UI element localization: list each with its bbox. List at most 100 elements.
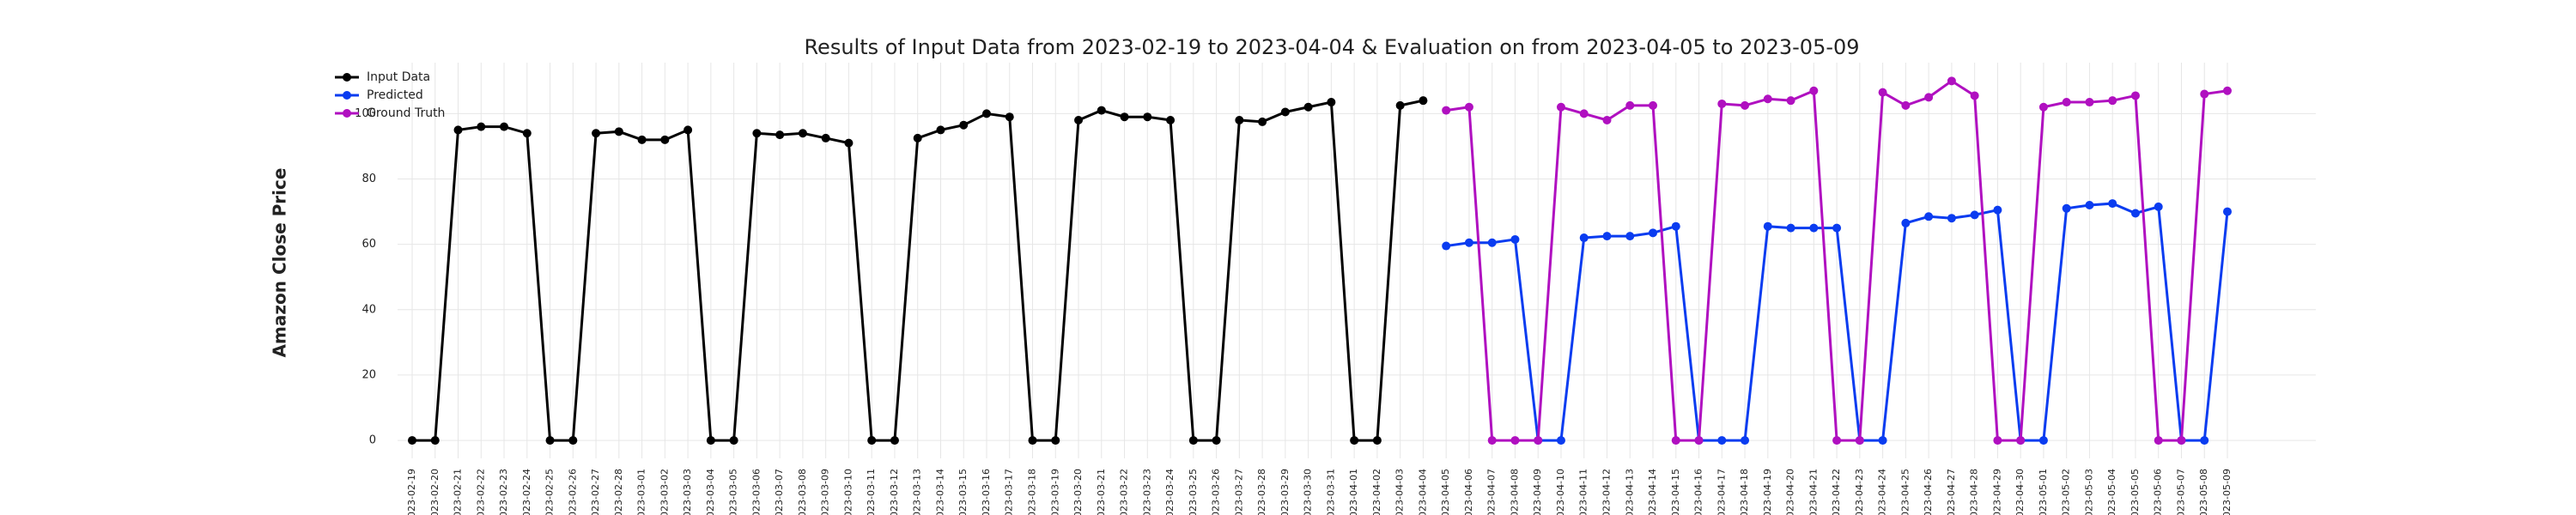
x-tick-label: 2023-02-26 xyxy=(567,469,578,515)
data-point xyxy=(1602,115,1612,124)
data-point xyxy=(1372,436,1382,445)
data-point xyxy=(1625,100,1635,110)
data-point xyxy=(706,436,715,445)
x-tick-label: 2023-03-13 xyxy=(912,469,923,515)
data-point xyxy=(2108,199,2117,209)
data-point xyxy=(1809,223,1819,233)
data-point xyxy=(1051,436,1060,445)
legend-marker xyxy=(343,91,351,100)
x-tick-label: 2023-03-12 xyxy=(889,469,900,515)
x-tick-label: 2023-03-08 xyxy=(797,469,808,515)
data-point xyxy=(1579,109,1589,118)
data-point xyxy=(2200,436,2209,445)
data-point xyxy=(683,125,693,135)
data-point xyxy=(1649,228,1658,238)
x-tick-label: 2023-03-09 xyxy=(820,469,831,515)
data-point xyxy=(1924,212,1934,221)
data-point xyxy=(1832,436,1842,445)
x-tick-label: 2023-04-21 xyxy=(1807,469,1819,515)
data-point xyxy=(2016,436,2026,445)
x-tick-label: 2023-03-21 xyxy=(1096,469,1107,515)
x-tick-label: 2023-04-11 xyxy=(1578,469,1589,515)
data-point xyxy=(913,133,922,142)
data-point xyxy=(408,436,416,445)
x-tick-label: 2023-04-25 xyxy=(1899,469,1911,515)
y-tick-label: 60 xyxy=(361,238,376,251)
x-tick-label: 2023-03-10 xyxy=(842,469,854,515)
data-point xyxy=(2154,436,2163,445)
x-tick-label: 2023-03-29 xyxy=(1279,469,1291,515)
data-point xyxy=(1097,106,1106,115)
x-tick-label: 2023-03-04 xyxy=(705,469,716,515)
data-point xyxy=(430,436,440,445)
data-point xyxy=(1419,96,1428,106)
data-point xyxy=(1878,436,1887,445)
legend-label: Predicted xyxy=(367,88,423,102)
x-tick-label: 2023-04-03 xyxy=(1394,469,1406,515)
data-point xyxy=(637,135,647,144)
data-point xyxy=(959,120,969,130)
x-tick-label: 2023-04-12 xyxy=(1601,469,1612,515)
x-tick-label: 2023-04-30 xyxy=(2014,469,2026,515)
data-point xyxy=(1786,96,1795,106)
data-point xyxy=(775,130,785,140)
x-tick-label: 2023-03-28 xyxy=(1256,469,1267,515)
y-tick-label: 0 xyxy=(369,434,376,447)
data-point xyxy=(1786,223,1795,233)
data-point xyxy=(568,436,578,445)
data-point xyxy=(2062,203,2071,213)
data-point xyxy=(1741,100,1750,110)
x-tick-label: 2023-04-18 xyxy=(1739,469,1750,515)
data-point xyxy=(1694,436,1704,445)
data-point xyxy=(660,135,670,144)
data-point xyxy=(1579,233,1589,243)
data-point xyxy=(844,138,854,148)
legend-label: Ground Truth xyxy=(367,106,445,120)
data-point xyxy=(1395,100,1405,110)
x-tick-label: 2023-04-24 xyxy=(1877,469,1888,515)
x-tick-label: 2023-05-06 xyxy=(2153,469,2164,515)
data-point xyxy=(2154,202,2163,211)
data-point xyxy=(1717,99,1727,108)
x-tick-label: 2023-04-05 xyxy=(1440,469,1451,515)
x-tick-label: 2023-04-04 xyxy=(1417,469,1428,515)
x-tick-label: 2023-03-14 xyxy=(934,469,945,515)
x-tick-label: 2023-04-16 xyxy=(1693,469,1704,515)
x-tick-label: 2023-03-22 xyxy=(1119,469,1130,515)
x-tick-label: 2023-03-26 xyxy=(1211,469,1222,515)
data-point xyxy=(522,129,532,138)
x-tick-label: 2023-02-19 xyxy=(406,469,417,515)
x-tick-label: 2023-03-15 xyxy=(957,469,969,515)
data-point xyxy=(752,129,762,138)
x-tick-label: 2023-02-20 xyxy=(429,469,440,515)
data-point xyxy=(936,125,945,135)
x-tick-label: 2023-03-24 xyxy=(1164,469,1176,515)
x-tick-label: 2023-03-17 xyxy=(1004,469,1015,515)
x-tick-label: 2023-02-28 xyxy=(613,469,624,515)
x-tick-label: 2023-04-01 xyxy=(1348,469,1359,515)
x-tick-label: 2023-05-05 xyxy=(2129,469,2141,515)
data-point xyxy=(1763,94,1772,104)
x-tick-label: 2023-03-05 xyxy=(728,469,739,515)
data-point xyxy=(1970,91,1979,100)
data-point xyxy=(1855,436,1864,445)
x-tick-label: 2023-04-10 xyxy=(1555,469,1566,515)
x-tick-label: 2023-03-03 xyxy=(682,469,693,515)
legend-marker xyxy=(343,109,351,118)
data-point xyxy=(1028,436,1037,445)
y-tick-label: 80 xyxy=(361,173,376,185)
x-tick-label: 2023-05-02 xyxy=(2061,469,2072,515)
data-point xyxy=(1487,436,1497,445)
data-point xyxy=(1464,102,1473,112)
data-point xyxy=(890,436,899,445)
data-point xyxy=(477,122,486,131)
x-tick-label: 2023-02-21 xyxy=(453,469,464,515)
data-point xyxy=(1947,76,1956,86)
x-tick-label: 2023-03-30 xyxy=(1303,469,1314,515)
chart-title: Results of Input Data from 2023-02-19 to… xyxy=(804,35,1859,59)
data-point xyxy=(1671,436,1680,445)
x-tick-label: 2023-03-07 xyxy=(774,469,785,515)
x-tick-label: 2023-04-15 xyxy=(1670,469,1681,515)
x-tick-label: 2023-04-28 xyxy=(1969,469,1980,515)
